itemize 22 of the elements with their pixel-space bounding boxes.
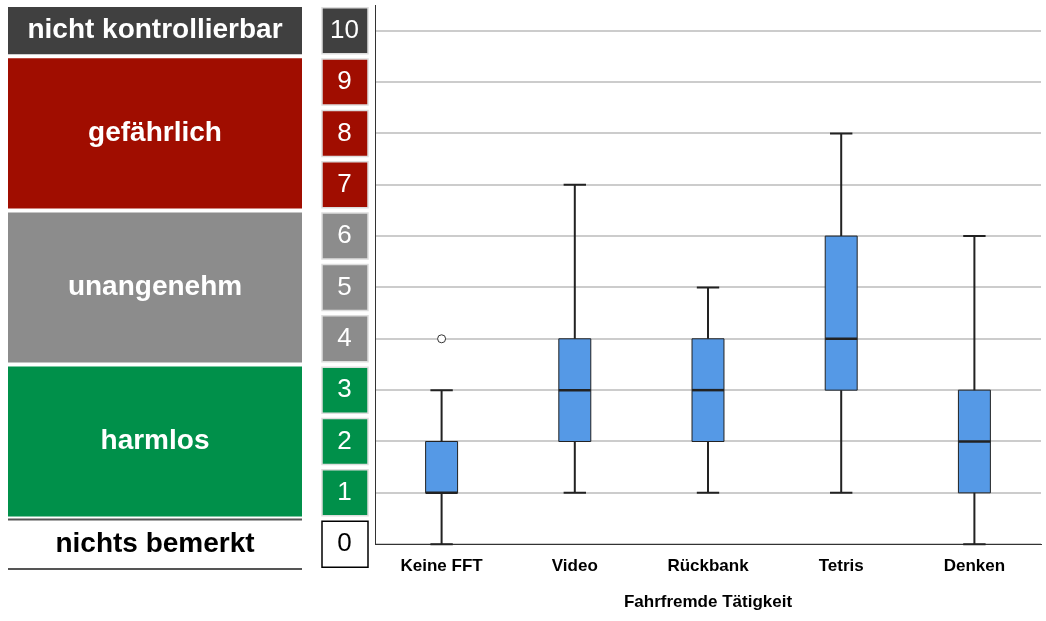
y-tick-label: 6 bbox=[337, 219, 352, 250]
y-tick-label: 4 bbox=[337, 321, 352, 352]
y-tick-label: 3 bbox=[337, 373, 352, 404]
y-tick-label: 8 bbox=[337, 116, 352, 147]
x-tick-label: Tetris bbox=[818, 556, 864, 576]
y-tick-label: 0 bbox=[337, 527, 352, 558]
y-tick-label: 2 bbox=[337, 424, 352, 455]
x-tick-label: Video bbox=[551, 556, 598, 576]
text: harmlos bbox=[100, 424, 210, 456]
x-axis-title: Fahrfremde Tätigkeit bbox=[623, 592, 793, 612]
text: nichts bemerkt bbox=[55, 526, 255, 558]
x-tick-label: Rückbank bbox=[667, 556, 750, 576]
y-tick-label: 7 bbox=[337, 167, 352, 198]
y-tick-label: 5 bbox=[337, 270, 352, 301]
text: nicht kontrollierbar bbox=[27, 13, 283, 45]
x-tick-label: Denken bbox=[943, 556, 1006, 576]
y-tick-label: 1 bbox=[337, 476, 352, 507]
y-tick-label: 9 bbox=[337, 65, 352, 96]
text: gefährlich bbox=[88, 116, 222, 148]
y-tick-label: 10 bbox=[330, 13, 359, 44]
x-tick-label: Keine FFT bbox=[400, 556, 484, 576]
text: unangenehm bbox=[67, 270, 243, 302]
